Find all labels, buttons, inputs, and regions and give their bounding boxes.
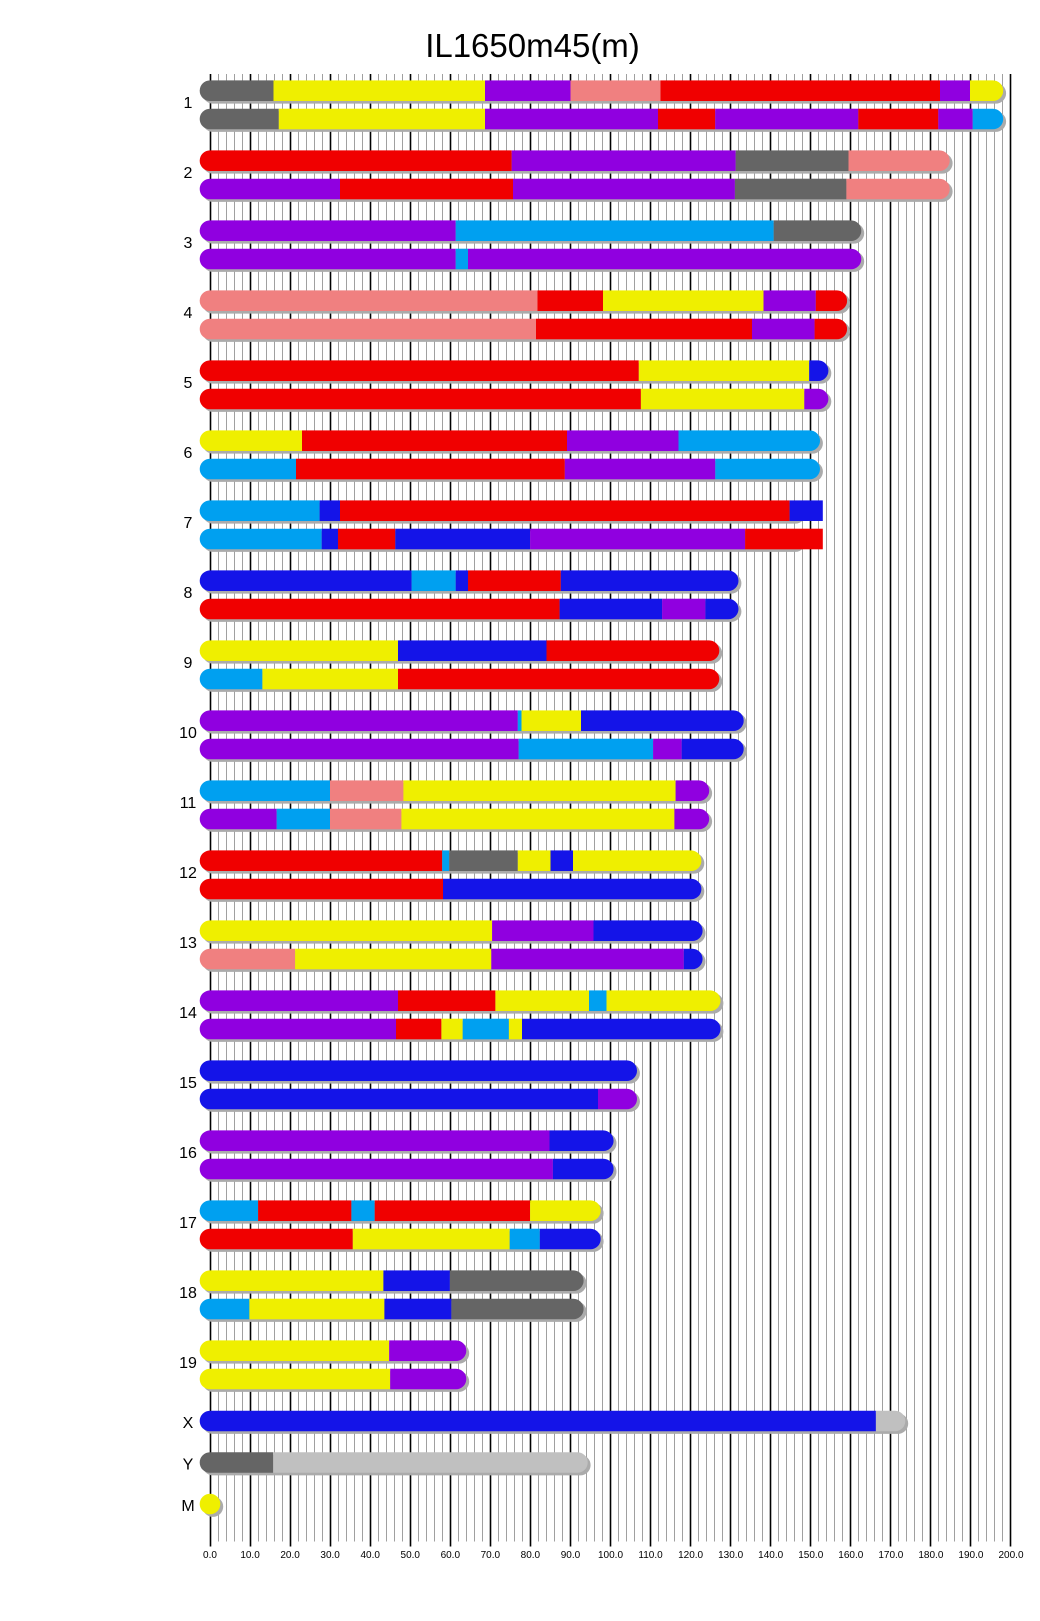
svg-text:10: 10 [179, 725, 197, 742]
svg-text:IL1650m45(m): IL1650m45(m) [425, 27, 640, 64]
svg-text:10.0: 10.0 [240, 1550, 260, 1561]
svg-text:90.0: 90.0 [561, 1550, 581, 1561]
svg-text:Y: Y [183, 1457, 194, 1474]
svg-text:11: 11 [180, 795, 197, 812]
svg-text:6: 6 [184, 445, 193, 462]
svg-text:7: 7 [184, 515, 193, 532]
svg-text:180.0: 180.0 [918, 1550, 943, 1561]
svg-text:170.0: 170.0 [878, 1550, 903, 1561]
svg-text:X: X [183, 1415, 194, 1432]
svg-text:12: 12 [179, 865, 197, 882]
svg-text:200.0: 200.0 [998, 1550, 1023, 1561]
svg-text:18: 18 [179, 1285, 197, 1302]
svg-text:20.0: 20.0 [280, 1550, 300, 1561]
svg-text:160.0: 160.0 [838, 1550, 863, 1561]
svg-text:120.0: 120.0 [678, 1550, 703, 1561]
svg-text:9: 9 [184, 655, 193, 672]
svg-text:80.0: 80.0 [521, 1550, 541, 1561]
svg-text:2: 2 [184, 165, 193, 182]
svg-text:13: 13 [179, 935, 197, 952]
svg-text:4: 4 [184, 305, 193, 322]
svg-text:150.0: 150.0 [798, 1550, 823, 1561]
svg-text:30.0: 30.0 [320, 1550, 340, 1561]
svg-text:140.0: 140.0 [758, 1550, 783, 1561]
svg-text:1: 1 [184, 95, 193, 112]
svg-text:190.0: 190.0 [958, 1550, 983, 1561]
svg-text:3: 3 [184, 235, 193, 252]
svg-text:130.0: 130.0 [718, 1550, 743, 1561]
svg-text:100.0: 100.0 [598, 1550, 623, 1561]
svg-text:15: 15 [179, 1075, 197, 1092]
svg-text:17: 17 [179, 1215, 197, 1232]
svg-text:40.0: 40.0 [360, 1550, 380, 1561]
svg-text:60.0: 60.0 [441, 1550, 461, 1561]
svg-text:50.0: 50.0 [401, 1550, 421, 1561]
svg-text:0.0: 0.0 [203, 1550, 217, 1561]
svg-text:8: 8 [184, 585, 193, 602]
svg-text:14: 14 [179, 1005, 197, 1022]
svg-text:19: 19 [179, 1355, 197, 1372]
svg-text:16: 16 [179, 1145, 197, 1162]
svg-text:M: M [181, 1498, 194, 1515]
svg-text:70.0: 70.0 [481, 1550, 501, 1561]
svg-text:5: 5 [184, 375, 193, 392]
svg-text:110.0: 110.0 [638, 1550, 663, 1561]
